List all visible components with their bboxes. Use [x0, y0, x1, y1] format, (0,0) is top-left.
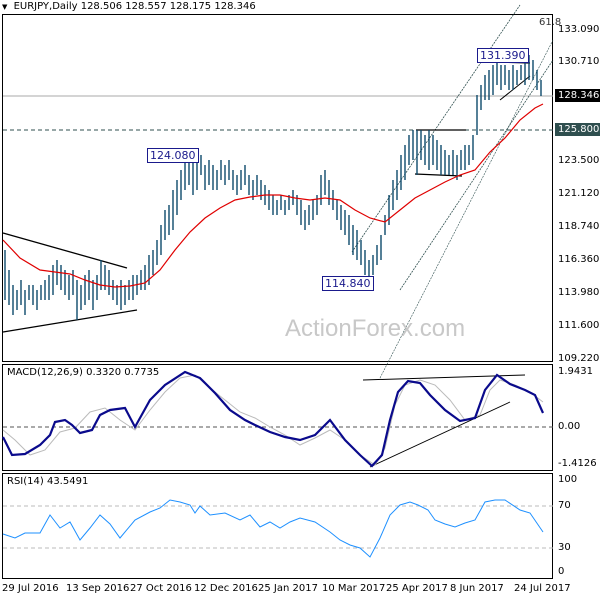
- y-tick-label: 111.600: [558, 320, 600, 331]
- symbol-label: EURJPY,Daily: [13, 1, 78, 12]
- close-value: 128.346: [214, 1, 256, 12]
- macd-signal-line: [2, 374, 544, 466]
- y-tick-label: 123.500: [558, 155, 600, 166]
- x-tick-label: 29 Jul 2016: [2, 583, 59, 594]
- x-tick-label: 13 Sep 2016: [66, 583, 130, 594]
- rsi-axis-label: 100: [558, 474, 578, 485]
- rsi-axis-label: 0: [558, 566, 565, 577]
- x-tick-label: 12 Dec 2016: [194, 583, 258, 594]
- y-tick-label: 116.360: [558, 254, 600, 265]
- swing-low-label: 114.840: [322, 276, 374, 291]
- x-tick-label: 25 Jan 2017: [258, 583, 318, 594]
- x-tick-label: 8 Jun 2017: [450, 583, 504, 594]
- price-bars: [4, 55, 542, 320]
- x-tick-label: 25 Apr 2017: [386, 583, 448, 594]
- swing-high-label-2: 131.390: [477, 48, 529, 63]
- open-value: 128.506: [80, 1, 123, 12]
- chart-title: ▼ EURJPY,Daily 128.506 128.557 128.175 1…: [2, 1, 256, 12]
- macd-title: MACD(12,26,9) 0.3320 0.7735: [7, 367, 160, 378]
- swing-high-label-1: 124.080: [147, 148, 199, 163]
- moving-average-line: [2, 103, 544, 288]
- y-tick-label: 133.090: [558, 24, 600, 35]
- rsi-line: [2, 499, 544, 558]
- support-level-flag: 125.800: [555, 123, 600, 136]
- macd-axis-label: -1.4126: [558, 458, 597, 469]
- macd-line: [2, 370, 545, 468]
- x-tick-label: 10 Mar 2017: [322, 583, 386, 594]
- y-tick-label: 130.710: [558, 56, 600, 67]
- y-tick-label: 121.120: [558, 188, 600, 199]
- x-tick-label: 27 Oct 2016: [130, 583, 192, 594]
- y-tick-label: 109.220: [558, 353, 600, 364]
- x-tick-label: 24 Jul 2017: [514, 583, 571, 594]
- macd-axis-label: 1.9431: [558, 366, 593, 377]
- macd-panel[interactable]: MACD(12,26,9) 0.3320 0.7735: [2, 364, 553, 471]
- fib-level-label: 61.8: [539, 17, 562, 28]
- dropdown-triangle-icon[interactable]: ▼: [2, 3, 8, 11]
- watermark: ActionForex.com: [285, 315, 466, 342]
- price-panel[interactable]: 61.8: [2, 14, 561, 362]
- rsi-axis-label: 30: [558, 542, 571, 553]
- y-tick-label: 113.980: [558, 287, 600, 298]
- rsi-axis-label: 70: [558, 500, 571, 511]
- high-value: 128.557: [125, 1, 167, 12]
- rsi-title: RSI(14) 43.5491: [7, 476, 89, 487]
- macd-axis-label: 0.00: [558, 421, 581, 432]
- y-tick-label: 118.740: [558, 221, 600, 232]
- current-price-flag: 128.346: [555, 89, 600, 102]
- low-value: 128.175: [169, 1, 212, 12]
